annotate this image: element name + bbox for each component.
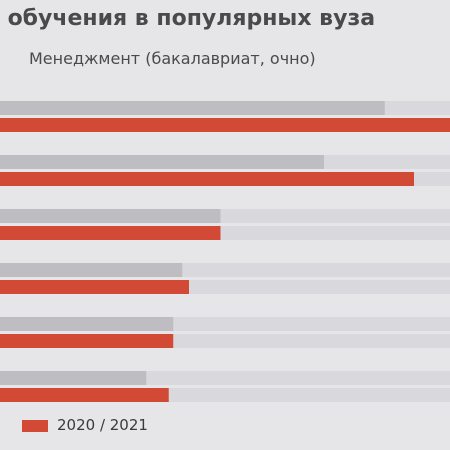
legend-swatch-current — [22, 420, 48, 432]
bar-previous — [0, 371, 147, 385]
legend-label-current: 2020 / 2021 — [57, 416, 148, 434]
bar-current — [0, 280, 189, 294]
bar-previous — [0, 155, 324, 169]
bar-current — [0, 172, 414, 186]
bar-previous — [0, 263, 183, 277]
bar-current — [0, 334, 174, 348]
bar-previous — [0, 317, 174, 331]
bar-current — [0, 226, 221, 240]
legend: 0 2020 / 2021 — [0, 414, 450, 442]
chart-title: ь обучения в популярных вуза — [0, 6, 376, 31]
bar-previous — [0, 209, 221, 223]
bar-current — [0, 118, 450, 132]
legend-label-previous: 0 — [0, 416, 1, 434]
chart-subtitle: Менеджмент (бакалавриат, очно) — [29, 49, 316, 68]
bar-current — [0, 388, 169, 402]
bar-previous — [0, 101, 385, 115]
